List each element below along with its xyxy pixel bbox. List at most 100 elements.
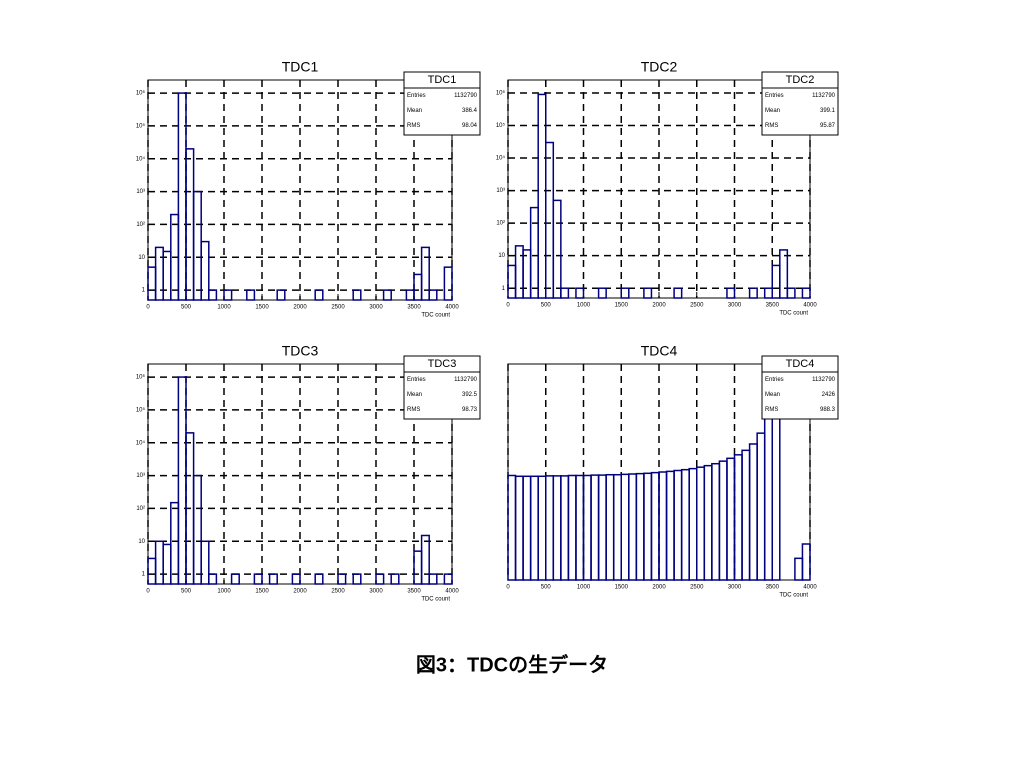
- stats-value: 392.5: [462, 392, 478, 398]
- histogram-bin: [352, 573, 362, 585]
- x-tick-label: 2500: [690, 585, 704, 591]
- histogram-bin: [620, 287, 630, 299]
- histogram-bin: [560, 287, 570, 299]
- stats-name: TDC1: [428, 74, 457, 86]
- x-tick-label: 4000: [803, 585, 817, 591]
- histogram-bin: [200, 240, 210, 301]
- y-tick-label: 10⁵: [136, 406, 146, 413]
- stats-label: RMS: [765, 123, 778, 129]
- y-tick-label: 10: [138, 255, 145, 261]
- stats-label: Entries: [765, 93, 784, 99]
- x-tick-label: 3500: [766, 303, 780, 309]
- stats-value: 98.04: [462, 123, 478, 129]
- stats-label: Mean: [765, 108, 780, 114]
- x-tick-label: 1000: [577, 303, 591, 309]
- stats-box: [403, 71, 481, 136]
- chart-title: TDC4: [641, 343, 678, 359]
- stats-value: 988.3: [820, 407, 836, 413]
- stats-label: Mean: [407, 392, 422, 398]
- histogram-bin: [253, 573, 263, 585]
- x-tick-label: 2500: [331, 589, 345, 595]
- y-tick-label: 10³: [136, 473, 145, 479]
- y-tick-label: 10⁶: [136, 90, 146, 97]
- stats-value: 399.1: [820, 108, 836, 114]
- histogram-bin: [643, 287, 653, 299]
- stats-label: RMS: [765, 407, 778, 413]
- x-tick-label: 1000: [577, 585, 591, 591]
- histogram-bin: [390, 573, 400, 585]
- stats-label: RMS: [407, 123, 420, 129]
- histogram-bin: [726, 287, 736, 299]
- x-tick-label: 3000: [728, 585, 742, 591]
- x-tick-label: 4000: [803, 303, 817, 309]
- y-tick-label: 10²: [136, 506, 145, 512]
- stats-value: 2426: [822, 392, 836, 398]
- x-tick-label: 2000: [293, 305, 307, 311]
- x-tick-label: 500: [181, 305, 192, 311]
- stats-box: [761, 355, 839, 420]
- stats-label: Entries: [407, 377, 426, 383]
- stats-value: 95.87: [820, 123, 836, 129]
- chart-title: TDC1: [282, 59, 319, 75]
- x-tick-label: 0: [506, 585, 510, 591]
- histogram-bin: [443, 266, 453, 301]
- histogram-bin: [801, 287, 811, 299]
- histogram-bin: [428, 573, 438, 585]
- x-tick-label: 500: [541, 585, 552, 591]
- x-tick-label: 1500: [255, 589, 269, 595]
- histogram-bin: [786, 287, 796, 299]
- x-tick-label: 4000: [445, 589, 459, 595]
- x-tick-label: 3000: [728, 303, 742, 309]
- x-tick-label: 2000: [652, 303, 666, 309]
- x-tick-label: 2500: [331, 305, 345, 311]
- histogram-bin: [428, 289, 438, 301]
- stats-value: 98.73: [462, 407, 478, 413]
- histogram-bin: [382, 289, 392, 301]
- stats-label: Entries: [407, 93, 426, 99]
- y-tick-label: 1: [142, 572, 146, 578]
- x-tick-label: 2000: [293, 589, 307, 595]
- stats-label: Mean: [765, 392, 780, 398]
- y-tick-label: 10²: [136, 222, 145, 228]
- x-tick-label: 1500: [615, 585, 629, 591]
- y-tick-label: 10⁴: [136, 155, 146, 162]
- histogram-bin: [208, 573, 218, 585]
- histogram-bin: [208, 289, 218, 301]
- x-axis-label: TDC count: [779, 593, 808, 599]
- stats-box: [761, 71, 839, 136]
- histogram-bin: [420, 534, 430, 585]
- histogram-bin: [268, 573, 278, 585]
- y-tick-label: 10⁴: [496, 155, 506, 162]
- x-tick-label: 500: [541, 303, 552, 309]
- chart-title: TDC2: [641, 59, 678, 75]
- y-tick-label: 10: [498, 253, 505, 259]
- stats-name: TDC3: [428, 358, 457, 370]
- histogram-bin: [314, 573, 324, 585]
- y-tick-label: 10: [138, 539, 145, 545]
- chart-title: TDC3: [282, 343, 319, 359]
- histogram-bin: [230, 573, 240, 585]
- y-tick-label: 1: [502, 286, 506, 292]
- histogram-bin: [337, 573, 347, 585]
- histogram-bin: [291, 573, 301, 585]
- stats-name: TDC2: [786, 74, 815, 86]
- x-tick-label: 1000: [217, 589, 231, 595]
- x-tick-label: 0: [146, 589, 150, 595]
- histogram-bin: [200, 540, 210, 585]
- stats-value: 1132790: [454, 377, 478, 383]
- stats-value: 1132790: [812, 93, 836, 99]
- x-axis-label: TDC count: [421, 597, 450, 603]
- histogram-bin: [779, 249, 789, 299]
- x-tick-label: 3000: [369, 589, 383, 595]
- x-tick-label: 0: [146, 305, 150, 311]
- histogram-bin: [276, 289, 286, 301]
- stats-label: Mean: [407, 108, 422, 114]
- histogram-bin: [673, 287, 683, 299]
- x-tick-label: 1500: [255, 305, 269, 311]
- caption: 図3：TDCの生データ: [416, 652, 608, 676]
- histogram-bin: [246, 289, 256, 301]
- stats-box: [403, 355, 481, 420]
- histogram-bin: [223, 289, 233, 301]
- histogram-bin: [575, 287, 585, 299]
